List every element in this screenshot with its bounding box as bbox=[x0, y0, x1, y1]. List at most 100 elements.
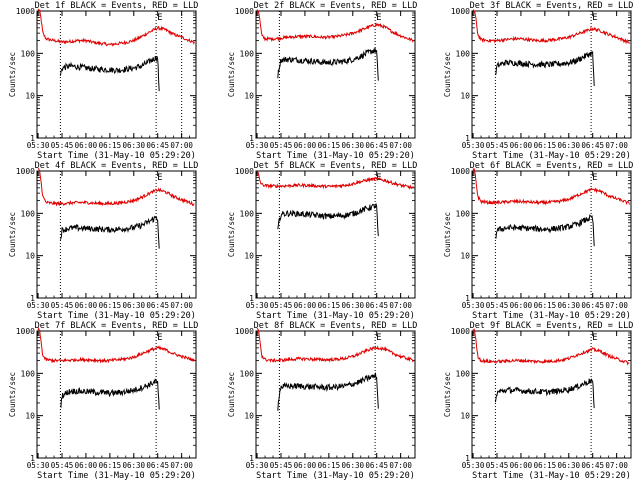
x-tick-label: 06:15 bbox=[318, 461, 341, 470]
plot-frame bbox=[255, 330, 416, 459]
plot-frame bbox=[255, 10, 416, 139]
y-tick-label: 1000 bbox=[451, 167, 470, 176]
x-tick-label: 06:45 bbox=[146, 301, 169, 310]
x-axis-label: Start Time (31-May-10 05:29:20) bbox=[472, 311, 631, 321]
lld-rate-line bbox=[472, 167, 630, 206]
x-tick-label: 06:45 bbox=[146, 461, 169, 470]
y-tick-label: 10 bbox=[460, 412, 470, 421]
y-axis-label: Counts/sec bbox=[443, 372, 452, 417]
chart-panel-6: Det 6f BLACK = Events, RED = LLD 1 10 100 10… bbox=[443, 161, 633, 321]
y-tick-label: 100 bbox=[240, 209, 255, 218]
panel-title: Det 2f BLACK = Events, RED = LLD bbox=[254, 1, 418, 11]
x-axis-label: Start Time (31-May-10 05:29:20) bbox=[256, 151, 415, 161]
chart-panel-7: Det 7f BLACK = Events, RED = LLD 1 10 100 10… bbox=[8, 321, 198, 480]
x-tick-label: 05:30 bbox=[27, 141, 50, 150]
y-tick-label: 1 bbox=[249, 454, 254, 463]
x-axis-label: Start Time (31-May-10 05:29:20) bbox=[256, 311, 415, 321]
x-tick-label: 06:45 bbox=[581, 301, 604, 310]
x-tick-label: 05:45 bbox=[486, 301, 509, 310]
x-tick-label: 06:15 bbox=[534, 301, 557, 310]
x-tick-label: 06:30 bbox=[557, 301, 580, 310]
y-tick-label: 1 bbox=[465, 454, 470, 463]
y-axis-label: Counts/sec bbox=[227, 372, 236, 417]
x-tick-label: 06:15 bbox=[99, 301, 122, 310]
y-tick-label: 100 bbox=[456, 369, 471, 378]
y-tick-label: 1000 bbox=[16, 327, 35, 336]
x-tick-label: 06:00 bbox=[294, 301, 317, 310]
x-axis-label: Start Time (31-May-10 05:29:20) bbox=[37, 311, 196, 321]
y-tick-label: 1000 bbox=[235, 167, 254, 176]
x-tick-label: 05:45 bbox=[270, 461, 293, 470]
x-tick-label: 05:30 bbox=[462, 461, 485, 470]
chart-panel-4: Det 4f BLACK = Events, RED = LLD 1 10 100 10… bbox=[8, 161, 198, 321]
y-tick-label: 1000 bbox=[451, 7, 470, 16]
y-tick-label: 100 bbox=[240, 369, 255, 378]
events-rate-line bbox=[495, 50, 595, 87]
lld-rate-line bbox=[37, 8, 195, 47]
y-tick-label: 10 bbox=[244, 92, 254, 101]
lld-rate-line bbox=[37, 326, 195, 364]
y-tick-label: 1000 bbox=[16, 7, 35, 16]
x-tick-label: 07:00 bbox=[605, 461, 628, 470]
lld-rate-line bbox=[37, 167, 195, 207]
y-tick-label: 1000 bbox=[451, 327, 470, 336]
panel-title: Det 3f BLACK = Events, RED = LLD bbox=[470, 1, 634, 11]
y-axis-label: Counts/sec bbox=[8, 52, 17, 97]
y-tick-label: 10 bbox=[244, 252, 254, 261]
flare-marker: E bbox=[592, 173, 597, 183]
y-tick-label: 10 bbox=[460, 252, 470, 261]
chart-panel-5: Det 5f BLACK = Events, RED = LLD 1 10 100 10… bbox=[227, 161, 417, 321]
x-tick-label: 06:45 bbox=[581, 461, 604, 470]
y-axis-label: Counts/sec bbox=[227, 212, 236, 257]
y-tick-label: 10 bbox=[25, 412, 35, 421]
y-tick-label: 1 bbox=[249, 134, 254, 143]
y-tick-label: 100 bbox=[21, 369, 36, 378]
x-tick-label: 06:45 bbox=[146, 141, 169, 150]
x-tick-label: 06:15 bbox=[99, 461, 122, 470]
panel-title: Det 4f BLACK = Events, RED = LLD bbox=[35, 161, 199, 171]
x-tick-label: 06:00 bbox=[294, 141, 317, 150]
lld-rate-line bbox=[472, 9, 630, 45]
events-rate-line bbox=[494, 378, 595, 409]
flare-marker: E bbox=[376, 13, 381, 23]
y-tick-label: 10 bbox=[25, 252, 35, 261]
plot-frame bbox=[36, 170, 197, 299]
x-axis-label: Start Time (31-May-10 05:29:20) bbox=[472, 151, 631, 161]
y-tick-label: 10 bbox=[244, 412, 254, 421]
y-tick-label: 1000 bbox=[235, 7, 254, 16]
y-tick-label: 10 bbox=[25, 92, 35, 101]
plot-frame bbox=[471, 10, 632, 139]
x-tick-label: 06:00 bbox=[510, 301, 533, 310]
panel-title: Det 5f BLACK = Events, RED = LLD bbox=[254, 161, 418, 171]
x-tick-label: 05:30 bbox=[462, 301, 485, 310]
x-tick-label: 05:30 bbox=[246, 301, 269, 310]
y-tick-label: 100 bbox=[21, 49, 36, 58]
x-tick-label: 07:00 bbox=[605, 301, 628, 310]
x-tick-label: 06:30 bbox=[341, 301, 364, 310]
x-tick-label: 05:45 bbox=[486, 461, 509, 470]
plot-frame bbox=[36, 330, 197, 459]
x-tick-label: 06:30 bbox=[122, 461, 145, 470]
x-tick-label: 05:30 bbox=[246, 141, 269, 150]
x-tick-label: 06:15 bbox=[318, 301, 341, 310]
x-tick-label: 05:30 bbox=[246, 461, 269, 470]
lld-rate-line bbox=[256, 9, 414, 43]
y-tick-label: 10 bbox=[460, 92, 470, 101]
panel-title: Det 6f BLACK = Events, RED = LLD bbox=[470, 161, 634, 171]
x-tick-label: 07:00 bbox=[389, 461, 412, 470]
x-tick-label: 06:45 bbox=[581, 141, 604, 150]
y-axis-label: Counts/sec bbox=[443, 52, 452, 97]
plot-frame bbox=[471, 330, 632, 459]
plot-frame bbox=[255, 170, 416, 299]
panel-title: Det 7f BLACK = Events, RED = LLD bbox=[35, 321, 199, 331]
y-axis-label: Counts/sec bbox=[8, 212, 17, 257]
x-tick-label: 05:45 bbox=[51, 301, 74, 310]
flare-marker: E bbox=[157, 173, 162, 183]
flare-marker: E bbox=[592, 13, 597, 23]
events-rate-line bbox=[277, 372, 379, 411]
y-tick-label: 1 bbox=[30, 294, 35, 303]
x-axis-label: Start Time (31-May-10 05:29:20) bbox=[256, 471, 415, 480]
x-tick-label: 06:00 bbox=[75, 141, 98, 150]
events-rate-line bbox=[495, 214, 595, 247]
y-tick-label: 100 bbox=[456, 49, 471, 58]
